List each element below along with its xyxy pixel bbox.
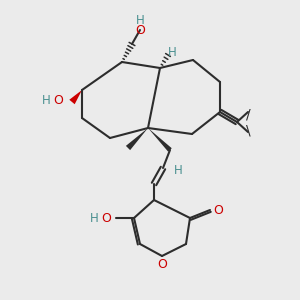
Text: O: O (101, 212, 111, 224)
Polygon shape (148, 128, 172, 152)
Polygon shape (69, 90, 82, 104)
Text: \: \ (246, 123, 250, 137)
Text: H: H (168, 46, 176, 59)
Text: H: H (174, 164, 182, 176)
Polygon shape (126, 128, 148, 150)
Text: O: O (53, 94, 63, 106)
Text: O: O (157, 257, 167, 271)
Text: O: O (213, 203, 223, 217)
Text: H: H (42, 94, 50, 106)
Text: H: H (136, 14, 144, 26)
Text: /: / (246, 108, 250, 122)
Text: O: O (135, 23, 145, 37)
Text: H: H (90, 212, 98, 224)
